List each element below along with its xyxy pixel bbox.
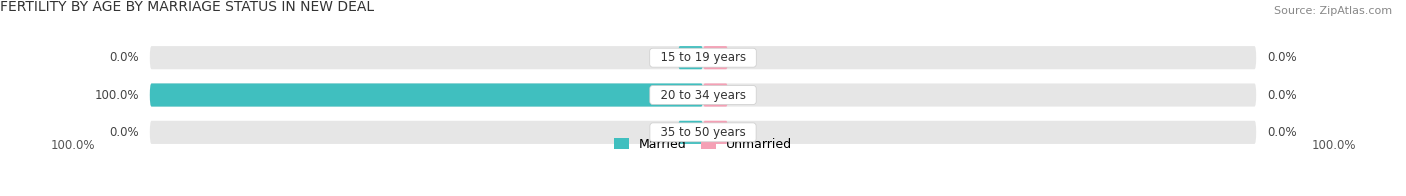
FancyBboxPatch shape [678,46,703,69]
Text: 35 to 50 years: 35 to 50 years [652,126,754,139]
Text: 100.0%: 100.0% [1312,139,1355,152]
Text: 100.0%: 100.0% [51,139,94,152]
Text: 0.0%: 0.0% [110,51,139,64]
FancyBboxPatch shape [703,83,728,107]
FancyBboxPatch shape [678,121,703,144]
Text: 0.0%: 0.0% [110,126,139,139]
Text: 0.0%: 0.0% [1267,51,1296,64]
Text: 0.0%: 0.0% [1267,126,1296,139]
FancyBboxPatch shape [150,83,1256,107]
FancyBboxPatch shape [150,83,703,107]
FancyBboxPatch shape [703,121,728,144]
FancyBboxPatch shape [703,46,728,69]
Text: 15 to 19 years: 15 to 19 years [652,51,754,64]
Text: FERTILITY BY AGE BY MARRIAGE STATUS IN NEW DEAL: FERTILITY BY AGE BY MARRIAGE STATUS IN N… [0,0,374,14]
Text: 0.0%: 0.0% [1267,89,1296,102]
FancyBboxPatch shape [150,121,1256,144]
Text: Source: ZipAtlas.com: Source: ZipAtlas.com [1274,6,1392,16]
FancyBboxPatch shape [150,46,1256,69]
Text: 100.0%: 100.0% [94,89,139,102]
Text: 20 to 34 years: 20 to 34 years [652,89,754,102]
Legend: Married, Unmarried: Married, Unmarried [609,133,797,156]
